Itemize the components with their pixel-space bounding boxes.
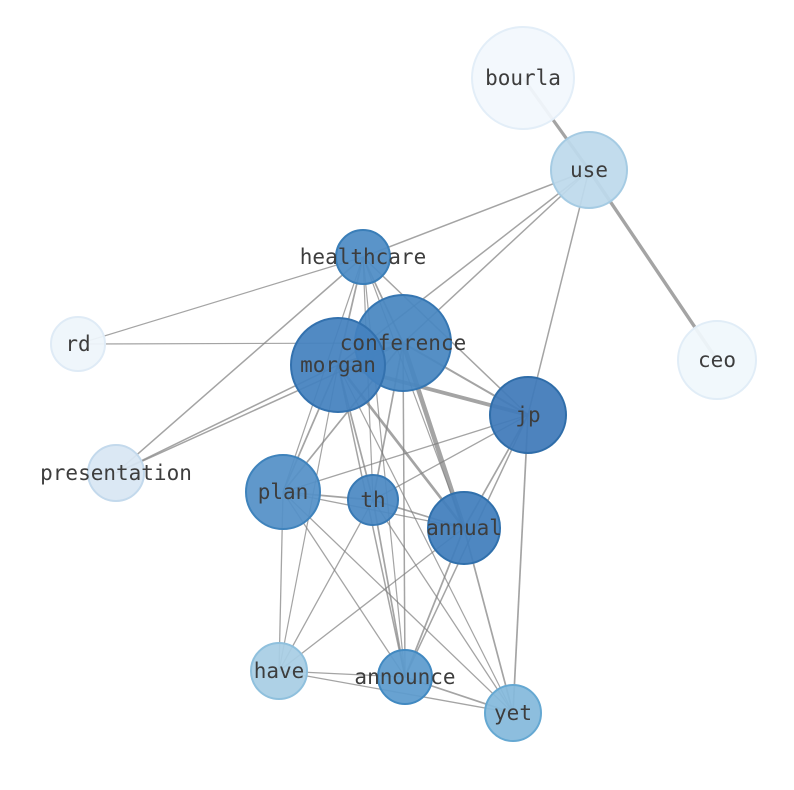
node-bourla — [471, 26, 575, 130]
edge-th-yet — [372, 499, 514, 714]
node-have — [250, 642, 308, 700]
node-yet — [484, 684, 542, 742]
edge-th-announce — [372, 499, 406, 678]
node-ceo — [677, 320, 757, 400]
node-announce — [377, 649, 433, 705]
node-plan — [245, 454, 321, 530]
node-th — [347, 474, 399, 526]
node-jp — [489, 376, 567, 454]
node-morgan — [290, 317, 386, 413]
node-use — [550, 131, 628, 209]
node-annual — [427, 491, 501, 565]
nodes-layer — [50, 26, 757, 742]
edge-annual-have — [278, 527, 465, 672]
edge-jp-plan — [282, 414, 529, 493]
edge-plan-yet — [282, 491, 514, 714]
edge-presentation-healthcare — [115, 256, 364, 474]
edge-morgan-yet — [337, 364, 514, 714]
node-rd — [50, 316, 106, 372]
edge-rd-healthcare — [77, 256, 364, 345]
edge-use-healthcare — [362, 169, 590, 258]
node-presentation — [87, 444, 145, 502]
node-healthcare — [335, 229, 391, 285]
edge-jp-yet — [512, 414, 529, 714]
edge-th-have — [278, 499, 374, 672]
edge-use-jp — [527, 169, 590, 416]
